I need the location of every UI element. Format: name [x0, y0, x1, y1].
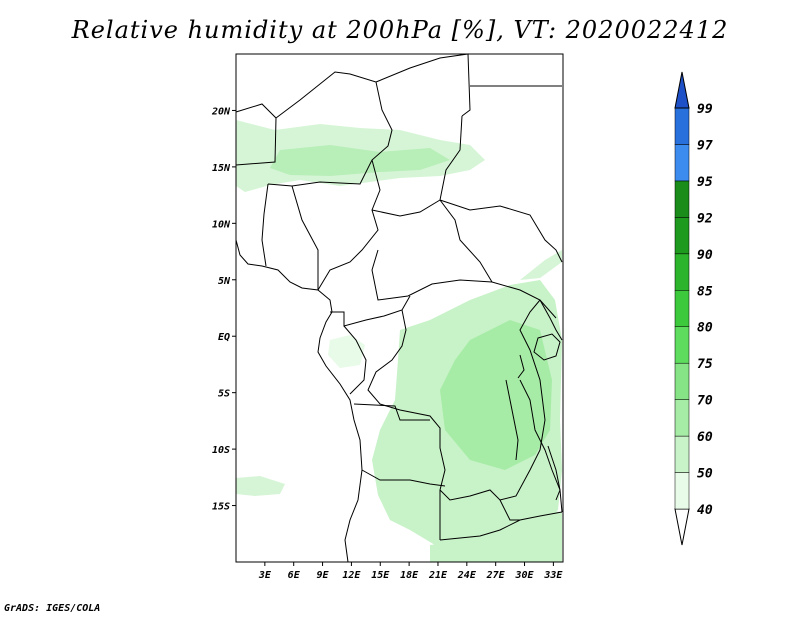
- humidity-region-sahel-inner: [270, 145, 450, 176]
- colorbar-label: 40: [697, 503, 713, 518]
- colorbar-label: 99: [697, 102, 713, 117]
- colorbar-box: [674, 107, 690, 145]
- colorbar-box: [674, 472, 690, 510]
- colorbar-label: 97: [697, 138, 713, 153]
- colorbar-box: [674, 326, 690, 364]
- border-zambia: [439, 490, 520, 540]
- credit-text: GrADS: IGES/COLA: [4, 603, 101, 614]
- lon-tick-label: 3E: [258, 570, 272, 581]
- colorbar-box: [674, 435, 690, 473]
- humidity-region-west-small: [328, 335, 365, 368]
- colorbar-label: 85: [697, 284, 713, 299]
- lake-malawi: [547, 445, 561, 501]
- border-chad-south: [317, 159, 381, 291]
- colorbar-box: [674, 217, 690, 255]
- humidity-region-south: [430, 510, 562, 562]
- colorbar-label: 50: [697, 467, 713, 482]
- colorbar-label: 75: [697, 357, 713, 372]
- lon-tick-label: 9E: [317, 570, 330, 581]
- chart-title: Relative humidity at 200hPa [%], VT: 202…: [71, 16, 729, 44]
- colorbar-box: [674, 399, 690, 437]
- border-chad-east: [439, 115, 493, 283]
- lon-tick-label: 33E: [543, 570, 563, 581]
- colorbar-box: [674, 253, 690, 291]
- border-angola: [353, 403, 563, 541]
- country-borders: [235, 53, 563, 563]
- lat-tick-label: 20N: [211, 106, 231, 117]
- lat-tick-label: 10S: [212, 445, 230, 456]
- lake-tanganyika: [505, 379, 519, 461]
- border-chad-libya: [375, 53, 471, 117]
- border-sudan-south: [439, 199, 563, 263]
- lat-tick-label: 10N: [212, 219, 231, 230]
- colorbar-label: 70: [697, 394, 713, 409]
- colorbar-label: 80: [697, 321, 713, 336]
- lake-kivu: [517, 354, 525, 379]
- lat-tick-label: 15N: [212, 163, 231, 174]
- colorbar: 40 50 60 70 75 80 85 90 92 95 97 99: [674, 71, 713, 546]
- colorbar-bottom-triangle: [674, 508, 690, 546]
- lat-tick-label: 5N: [218, 276, 231, 287]
- colorbar-label: 95: [697, 175, 713, 190]
- coastline-west-africa: [235, 239, 363, 563]
- humidity-fields: [236, 120, 562, 562]
- lon-tick-label: 21E: [428, 570, 448, 581]
- colorbar-box: [674, 362, 690, 400]
- lon-tick-label: 6E: [288, 570, 301, 581]
- colorbar-box: [674, 144, 690, 182]
- border-drc-west: [367, 299, 546, 501]
- lon-tick-label: 30E: [514, 570, 534, 581]
- map-frame: [235, 53, 564, 563]
- lon-tick-label: 15E: [371, 570, 390, 581]
- lon-tick-label: 18E: [400, 570, 419, 581]
- latitude-axis: 20N 15N 10N 5N EQ 5S 10S 15S: [211, 106, 236, 513]
- colorbar-label: 90: [697, 248, 713, 263]
- humidity-region-congo-inner: [440, 320, 552, 470]
- humidity-region-southwest: [236, 476, 285, 496]
- colorbar-label: 60: [697, 430, 713, 445]
- lon-tick-label: 12E: [342, 570, 361, 581]
- colorbar-top-triangle: [674, 71, 690, 109]
- colorbar-box: [674, 290, 690, 327]
- border-car: [371, 199, 557, 319]
- colorbar-box: [674, 180, 690, 218]
- lon-tick-label: 27E: [486, 570, 506, 581]
- lat-tick-label: 5S: [218, 389, 230, 400]
- lake-victoria: [533, 333, 561, 361]
- longitude-axis: 3E 6E 9E 12E 15E 18E 21E 24E 27E 30E 33E: [258, 562, 563, 581]
- humidity-region-east-streak: [520, 250, 562, 280]
- lon-tick-label: 24E: [457, 570, 477, 581]
- border-nigeria: [261, 183, 319, 290]
- lat-tick-label: 15S: [212, 502, 230, 513]
- colorbar-label: 92: [697, 211, 713, 226]
- border-niger: [267, 71, 393, 187]
- lat-tick-label: EQ: [218, 332, 230, 343]
